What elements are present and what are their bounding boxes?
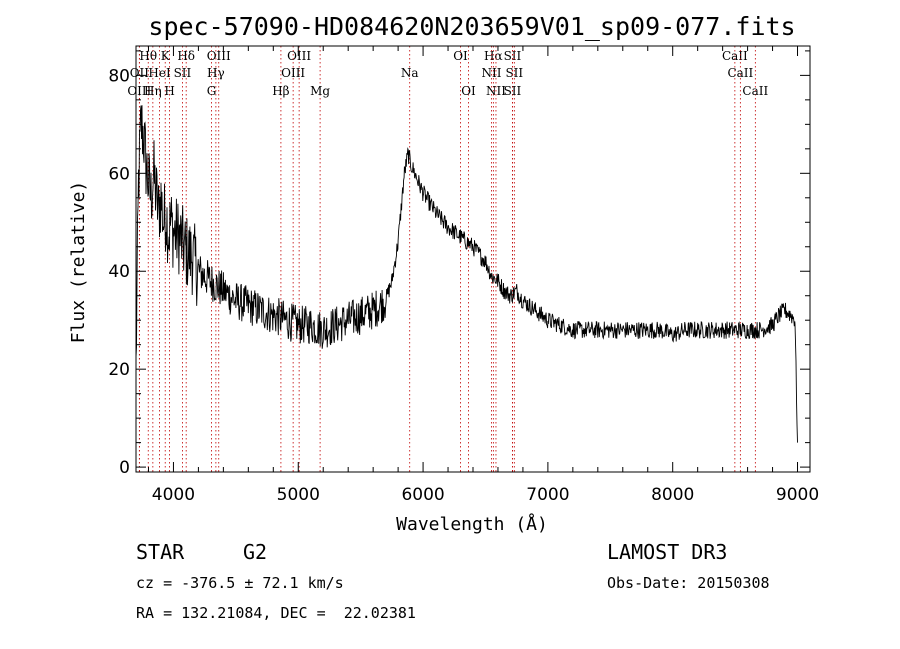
axis-ticks: 4000 5000 6000 7000 8000 9000 0 20 40 60 80	[108, 46, 819, 505]
line-marker-label: Hθ	[139, 49, 157, 63]
x-tick-label: 7000	[526, 485, 569, 505]
line-marker-label: H	[164, 84, 174, 98]
y-axis-label: Flux (relative)	[68, 181, 89, 344]
line-marker-label: Hη	[144, 84, 162, 98]
line-marker-label: NII	[481, 66, 501, 80]
line-marker-label: SII	[504, 49, 522, 63]
line-marker-label: K	[161, 49, 171, 63]
redshift-info: cz = -376.5 ± 72.1 km/s	[136, 574, 344, 592]
line-marker-label: OIII	[281, 66, 305, 80]
line-marker-label: OII	[130, 66, 150, 80]
line-marker-label: G	[207, 84, 217, 98]
x-tick-label: 8000	[651, 485, 694, 505]
series-group	[135, 105, 798, 443]
line-marker-label: OIII	[207, 49, 231, 63]
x-tick-label: 5000	[277, 485, 320, 505]
line-marker-label: Mg	[310, 84, 330, 98]
line-marker-label: Hα	[484, 49, 503, 63]
survey-label: LAMOST DR3	[607, 540, 728, 564]
line-marker-label: Hδ	[177, 49, 195, 63]
obs-date: Obs-Date: 20150308	[607, 574, 770, 592]
line-marker-label: OIII	[127, 84, 151, 98]
y-tick-label: 20	[108, 360, 130, 380]
line-marker-label: OIII	[287, 49, 311, 63]
y-tick-label: 60	[108, 164, 130, 184]
plot-frame	[135, 45, 811, 473]
line-marker-label: SII	[505, 66, 523, 80]
x-tick-label: 4000	[152, 485, 195, 505]
x-tick-label: 6000	[401, 485, 444, 505]
y-tick-label: 40	[108, 262, 130, 282]
x-axis-label: Wavelength (Å)	[396, 513, 548, 535]
line-marker-label: CaII	[742, 84, 768, 98]
line-marker-label: CaII	[727, 66, 753, 80]
line-marker-label: Hβ	[272, 84, 289, 98]
x-tick-label: 9000	[776, 485, 819, 505]
line-marker-label: SII	[174, 66, 192, 80]
line-marker-label: Na	[401, 66, 419, 80]
chart-title: spec-57090-HD084620N203659V01_sp09-077.f…	[148, 12, 795, 41]
line-marker-label: CaII	[722, 49, 748, 63]
line-marker-label: Hγ	[207, 66, 225, 80]
y-tick-label: 80	[108, 66, 130, 86]
line-marker-label: HeI	[148, 66, 171, 80]
line-marker-label: SII	[504, 84, 522, 98]
y-tick-label: 0	[119, 458, 130, 478]
object-class: STAR	[136, 540, 185, 564]
object-subclass: G2	[243, 540, 268, 564]
line-marker-label: NII	[486, 84, 506, 98]
series-line	[135, 105, 798, 443]
line-marker-label: OI	[453, 49, 468, 63]
coordinates: RA = 132.21084, DEC = 22.02381	[136, 604, 416, 622]
line-marker-label: OI	[461, 84, 476, 98]
